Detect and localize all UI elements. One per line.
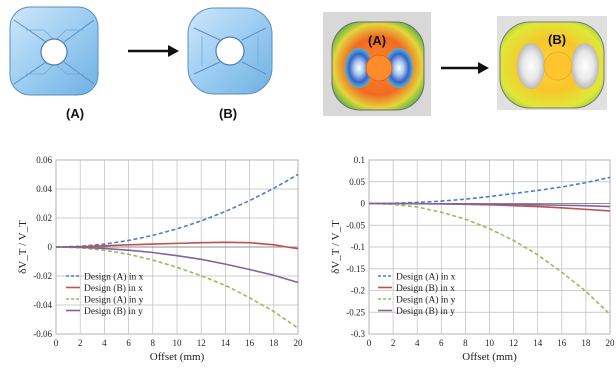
- chart-1-ytick-label-4: -0.1: [351, 242, 365, 252]
- chart-0-xtick-label-7: 14: [221, 338, 231, 348]
- chart-0-xlabel: Offset (mm): [150, 351, 205, 363]
- field-map-a: [323, 12, 431, 116]
- chart-1-xlabel: Offset (mm): [462, 351, 517, 363]
- chart-0-ytick-label-0: -0.06: [33, 329, 52, 339]
- chart-0-xtick-label-6: 12: [197, 338, 206, 348]
- chart-0-xtick-label-3: 6: [126, 338, 131, 348]
- chart-0-legend-label-3: Design (B) in y: [84, 306, 143, 317]
- chart-0-ytick-label-1: -0.04: [33, 300, 52, 310]
- design-a-geometry: [9, 6, 99, 96]
- chart-0-ytick-label-3: 0: [48, 242, 53, 252]
- chart-0-series-2-line: [55, 246, 299, 329]
- chart-1-xtick-label-1: 2: [391, 338, 396, 348]
- design-a-label-right: (A): [368, 33, 386, 48]
- chart-1-ytick-label-5: -0.05: [346, 220, 365, 230]
- chart-1-series-0-line: [368, 176, 611, 205]
- chart-0-xtick-label-4: 8: [151, 338, 156, 348]
- chart-1-ytick-label-2: -0.2: [351, 286, 365, 296]
- chart-1-legend-label-0: Design (A) in x: [396, 272, 456, 283]
- design-a-label-left: (A): [66, 106, 84, 121]
- chart-1-series-2-line: [368, 202, 611, 316]
- chart-1-series-3-line: [368, 202, 611, 208]
- chart-1-ytick-label-6: 0: [361, 199, 366, 209]
- field-map-b: [497, 16, 607, 110]
- arrow-right: [441, 62, 489, 74]
- chart-0-ytick-label-6: 0.06: [36, 155, 52, 165]
- chart-0-series-3-line: [55, 246, 299, 284]
- chart-1-ytick-label-3: -0.15: [346, 264, 365, 274]
- chart-0-ytick-label-2: -0.02: [33, 271, 52, 281]
- chart-1-ytick-label-8: 0.1: [354, 155, 365, 165]
- design-b-label-right: (B): [548, 32, 566, 47]
- chart-0-series-0-line: [55, 173, 299, 248]
- chart-1-xtick-label-10: 20: [606, 338, 616, 348]
- chart-0-ytick-label-5: 0.04: [36, 184, 52, 194]
- chart-0-xtick-label-10: 20: [294, 338, 304, 348]
- chart-1-ytick-label-7: 0.05: [349, 177, 365, 187]
- chart-0-xtick-label-0: 0: [54, 338, 59, 348]
- chart-left: 0 2 4 6 8 10 12 14 16 18 20 -0.06 -0.04 -0.02 0 0.02 0.0…: [17, 155, 303, 363]
- design-b-geometry: [187, 7, 273, 95]
- chart-1-ytick-label-1: -0.25: [346, 307, 365, 317]
- chart-0-xtick-label-2: 4: [102, 338, 107, 348]
- chart-0-ytick-label-4: 0.02: [36, 213, 52, 223]
- chart-1-ytick-label-0: -0.3: [351, 329, 366, 339]
- chart-right: 0 2 4 6 8 10 12 14 16 18 20 -0.3 -0.25 -0.2 -0.15 -0.1 -…: [330, 155, 615, 363]
- chart-1-xtick-label-7: 14: [533, 338, 543, 348]
- chart-0-series-1-line: [55, 241, 299, 250]
- chart-1-legend-label-3: Design (B) in y: [396, 306, 455, 317]
- chart-0-xtick-label-9: 18: [269, 338, 279, 348]
- chart-1-xtick-label-9: 18: [581, 338, 591, 348]
- chart-1-xtick-label-2: 4: [415, 338, 420, 348]
- chart-0-legend-label-0: Design (A) in x: [84, 272, 144, 283]
- chart-0-xtick-label-1: 2: [78, 338, 83, 348]
- design-b-label-left: (B): [219, 106, 237, 121]
- chart-1-legend-label-1: Design (B) in x: [396, 283, 455, 294]
- chart-0-xtick-label-5: 10: [173, 338, 183, 348]
- chart-1-xtick-label-0: 0: [367, 338, 372, 348]
- chart-1-xtick-label-8: 16: [557, 338, 567, 348]
- chart-0-xtick-label-8: 16: [245, 338, 255, 348]
- chart-1-xtick-label-6: 12: [509, 338, 518, 348]
- arrow-left: [128, 45, 179, 57]
- chart-1-xtick-label-3: 6: [439, 338, 444, 348]
- chart-1-ylabel: δV_T / V_T: [330, 220, 342, 274]
- chart-1-xtick-label-4: 8: [463, 338, 468, 348]
- chart-1-legend-label-2: Design (A) in y: [396, 295, 456, 306]
- chart-0-legend-label-1: Design (B) in x: [84, 283, 143, 294]
- chart-0-ylabel: δV_T / V_T: [17, 220, 29, 274]
- chart-0-legend-label-2: Design (A) in y: [84, 295, 144, 306]
- chart-1-xtick-label-5: 10: [485, 338, 495, 348]
